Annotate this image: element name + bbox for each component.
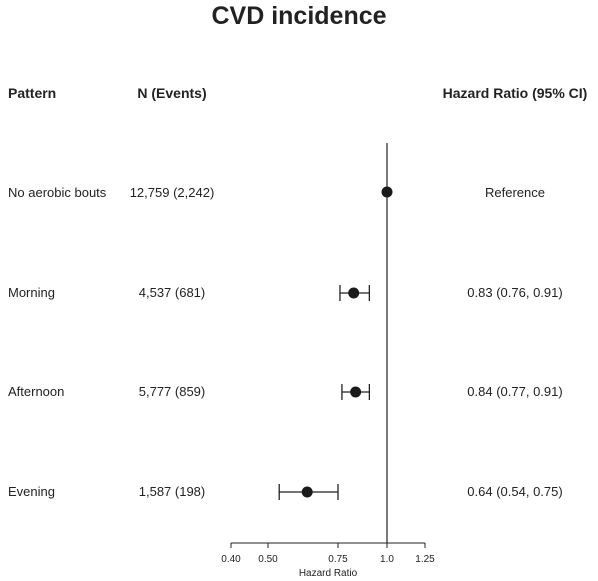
row-label-morning: Morning	[8, 285, 55, 300]
row-n-events-morning: 4,537 (681)	[138, 285, 206, 300]
column-header-pattern: Pattern	[8, 85, 57, 101]
row-label-evening: Evening	[8, 484, 55, 499]
row-hr-evening: 0.64 (0.54, 0.75)	[467, 484, 563, 499]
row-label-no-aerobic-bouts: No aerobic bouts	[8, 185, 107, 200]
x-tick-label: 0.40	[221, 554, 241, 565]
x-axis-label: Hazard Ratio	[299, 568, 358, 579]
row-hr-morning: 0.83 (0.76, 0.91)	[467, 285, 563, 300]
point-estimate	[350, 386, 362, 398]
point-estimate	[381, 186, 393, 198]
column-header-hazard-ratio: Hazard Ratio (95% CI)	[442, 85, 588, 101]
point-estimate	[301, 486, 313, 498]
x-tick-label: 0.75	[328, 554, 348, 565]
x-tick-label: 0.50	[258, 554, 278, 565]
row-label-afternoon: Afternoon	[8, 384, 65, 399]
row-hr-afternoon: 0.84 (0.77, 0.91)	[467, 384, 563, 399]
x-tick-label: 1.0	[380, 554, 394, 565]
row-n-events-evening: 1,587 (198)	[138, 484, 206, 499]
point-estimate	[348, 287, 360, 299]
row-hr-no-aerobic-bouts: Reference	[485, 185, 545, 200]
row-n-events-afternoon: 5,777 (859)	[138, 384, 206, 399]
x-tick-label: 1.25	[415, 554, 435, 565]
column-header-n-events: N (Events)	[137, 85, 207, 101]
chart-title: CVD incidence	[211, 2, 387, 30]
row-n-events-no-aerobic-bouts: 12,759 (2,242)	[129, 185, 215, 200]
